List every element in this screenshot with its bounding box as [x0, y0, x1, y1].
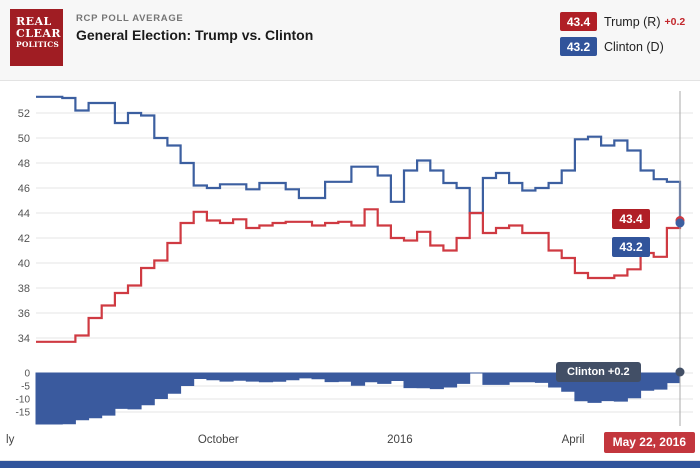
x-tick-label: 2016	[387, 434, 413, 446]
x-tick-label: October	[198, 434, 239, 446]
logo-line: REAL	[16, 15, 52, 28]
chart-legend: 43.4 Trump (R) +0.2 43.2 Clinton (D)	[560, 12, 685, 62]
spread-endpoint-badge: Clinton +0.2	[556, 362, 641, 382]
legend-row-clinton: 43.2 Clinton (D)	[560, 37, 685, 56]
legend-row-trump: 43.4 Trump (R) +0.2	[560, 12, 685, 31]
end-date-badge: May 22, 2016	[603, 432, 695, 453]
spread-tick-label: -10	[16, 395, 31, 406]
y-tick-label: 50	[18, 133, 30, 145]
y-tick-label: 48	[18, 158, 30, 170]
y-tick-label: 46	[18, 183, 30, 195]
y-tick-label: 40	[18, 258, 30, 270]
clinton-legend-label: Clinton (D)	[604, 39, 664, 54]
page-title: General Election: Trump vs. Clinton	[76, 27, 314, 43]
poll-trend-chart[interactable]: 52 50 48 46 44 42 40 38 36 34 0 -5 -10 -15 ly October 20…	[0, 81, 700, 462]
y-tick-label: 36	[18, 308, 30, 320]
logo-line: CLEAR	[16, 27, 62, 41]
spread-tick-label: 0	[24, 369, 30, 380]
trump-change-label: +0.2	[664, 15, 686, 28]
trump-line	[36, 208, 682, 343]
y-tick-label: 38	[18, 283, 30, 295]
trump-legend-label: Trump (R)	[604, 14, 661, 29]
chart-card: 52 50 48 46 44 42 40 38 36 34 0 -5 -10 -15 ly October 20…	[0, 80, 700, 461]
clinton-endpoint-badge: 43.2	[612, 237, 650, 257]
spread-endpoint-dot	[675, 367, 685, 377]
bottom-accent-bar	[0, 461, 700, 468]
trump-value-badge: 43.4	[560, 12, 597, 31]
x-tick-label: April	[562, 434, 585, 446]
y-tick-label: 52	[18, 108, 30, 120]
y-tick-label: 42	[18, 233, 30, 245]
y-tick-label: 34	[18, 333, 30, 345]
clinton-endpoint-dot	[675, 218, 685, 228]
logo-line: POLITICS	[16, 39, 60, 49]
y-tick-label: 44	[18, 208, 30, 220]
x-tick-label: ly	[6, 434, 15, 446]
clinton-line	[36, 95, 682, 223]
spread-tick-label: -5	[21, 382, 30, 393]
poll-average-kicker: RCP POLL AVERAGE	[76, 13, 184, 24]
rcp-logo: REAL CLEAR POLITICS	[10, 9, 63, 66]
spread-tick-label: -15	[16, 408, 31, 419]
trump-endpoint-badge: 43.4	[612, 209, 650, 229]
clinton-value-badge: 43.2	[560, 37, 597, 56]
